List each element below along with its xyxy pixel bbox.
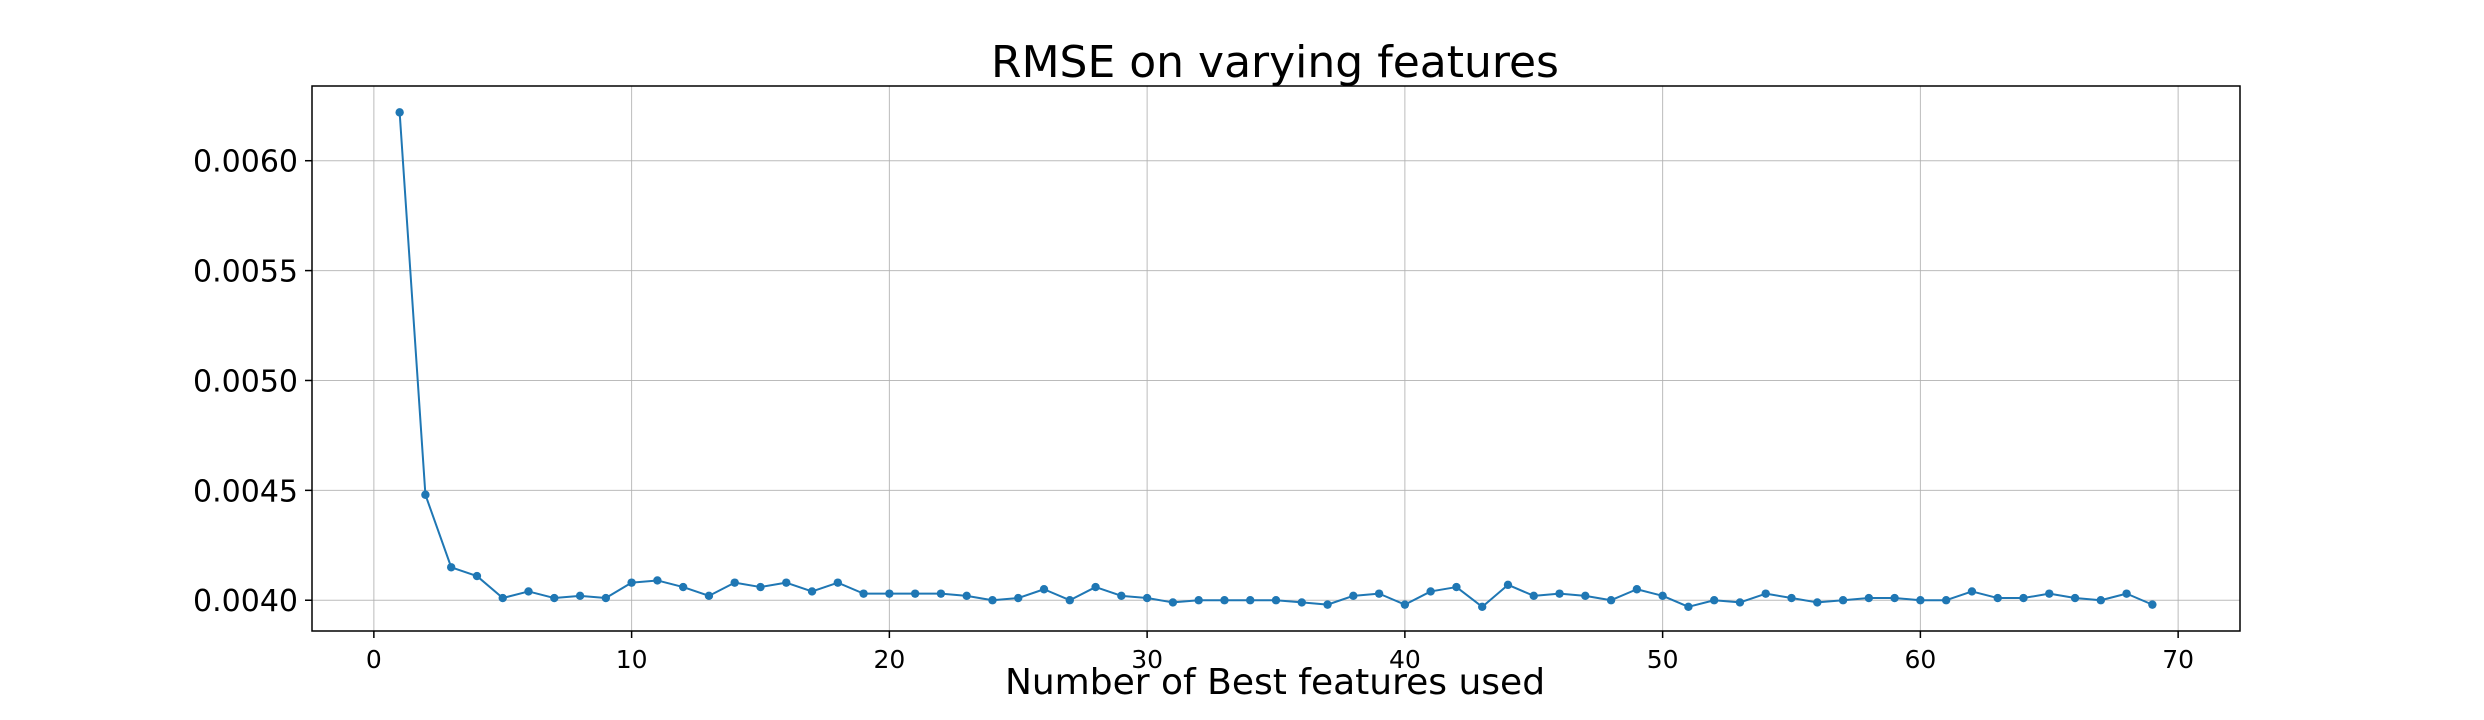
data-point xyxy=(807,587,817,596)
data-point xyxy=(678,582,688,592)
data-point xyxy=(859,589,868,598)
data-point xyxy=(1297,598,1306,607)
data-point xyxy=(782,578,791,587)
x-tick-label: 60 xyxy=(1904,645,1936,674)
data-point xyxy=(1271,596,1281,605)
data-point xyxy=(1709,596,1719,605)
data-point xyxy=(988,596,997,605)
data-point xyxy=(2045,589,2054,598)
data-point xyxy=(910,589,920,598)
data-point xyxy=(936,589,946,598)
data-point xyxy=(1039,585,1049,594)
data-point xyxy=(1349,591,1358,601)
data-point xyxy=(1838,596,1848,605)
x-tick-label: 70 xyxy=(2162,645,2194,674)
axis-tick-labels: 0 10 20 30 40 50 60 70 0.0040 0.0045 0.0050 0.0055 0… xyxy=(193,145,2194,674)
x-tick-label: 50 xyxy=(1647,645,1679,674)
data-point xyxy=(1478,602,1487,612)
x-tick-label: 40 xyxy=(1389,645,1421,674)
data-point xyxy=(1864,593,1874,603)
data-point xyxy=(472,571,482,581)
series-line xyxy=(398,112,2153,608)
data-point xyxy=(1529,591,1538,601)
data-point xyxy=(421,490,430,499)
x-axis-label: Number of Best features used xyxy=(1005,662,1545,703)
x-tick-label: 10 xyxy=(616,645,648,674)
data-point xyxy=(1400,600,1410,609)
data-point xyxy=(1555,589,1564,598)
data-point xyxy=(885,589,894,598)
data-point xyxy=(1658,591,1667,601)
data-point xyxy=(395,108,404,117)
data-point xyxy=(575,591,585,601)
data-point xyxy=(1606,596,1616,605)
data-point xyxy=(1735,598,1745,607)
data-point xyxy=(1246,596,1255,605)
data-point xyxy=(1787,593,1796,603)
data-point xyxy=(1142,593,1152,603)
y-tick-label: 0.0055 xyxy=(193,255,298,290)
data-point xyxy=(1426,587,1435,596)
data-point xyxy=(1916,596,1925,605)
data-point xyxy=(1168,598,1178,607)
series-rmse xyxy=(395,108,2157,612)
data-point xyxy=(1581,591,1590,601)
data-point xyxy=(1194,596,1203,605)
data-point xyxy=(1091,582,1100,592)
data-point xyxy=(730,578,739,587)
chart-title: RMSE on varying features xyxy=(991,37,1559,88)
data-point xyxy=(1967,587,1977,596)
data-point xyxy=(1374,589,1384,598)
x-tick-label: 30 xyxy=(1131,645,1163,674)
data-point xyxy=(524,587,533,596)
data-point xyxy=(704,591,714,601)
data-point xyxy=(1323,600,1332,609)
data-point xyxy=(1452,582,1461,592)
data-point xyxy=(1993,593,2002,603)
data-point xyxy=(2096,596,2106,605)
data-point xyxy=(2122,589,2131,598)
y-tick-label: 0.0045 xyxy=(193,474,298,509)
data-point xyxy=(1632,585,1642,594)
y-tick-label: 0.0050 xyxy=(193,364,298,399)
data-point xyxy=(1065,596,1074,605)
x-tick-label: 20 xyxy=(873,645,905,674)
data-point xyxy=(1117,591,1126,601)
data-point xyxy=(498,593,507,603)
data-point xyxy=(550,593,559,603)
data-point xyxy=(833,578,843,587)
data-point xyxy=(2019,593,2028,603)
data-point xyxy=(2070,593,2080,603)
data-point xyxy=(962,591,971,601)
data-point xyxy=(1761,589,1770,598)
data-point xyxy=(1220,596,1229,605)
data-point xyxy=(1684,602,1693,612)
data-point xyxy=(756,582,765,592)
data-point xyxy=(1503,580,1513,590)
y-tick-label: 0.0060 xyxy=(193,145,298,180)
data-point xyxy=(601,593,611,603)
data-point xyxy=(627,578,636,587)
axis-ticks xyxy=(305,159,2179,638)
data-point xyxy=(2148,600,2157,609)
data-point xyxy=(1890,593,1899,603)
x-tick-label: 0 xyxy=(366,645,382,674)
grid-lines xyxy=(312,86,2240,631)
data-point xyxy=(1014,593,1023,603)
data-point xyxy=(1941,596,1951,605)
plot-area-frame xyxy=(311,85,2241,632)
y-tick-label: 0.0040 xyxy=(193,584,298,619)
data-point xyxy=(446,563,456,572)
data-point xyxy=(1813,598,1822,607)
data-point xyxy=(653,576,662,585)
